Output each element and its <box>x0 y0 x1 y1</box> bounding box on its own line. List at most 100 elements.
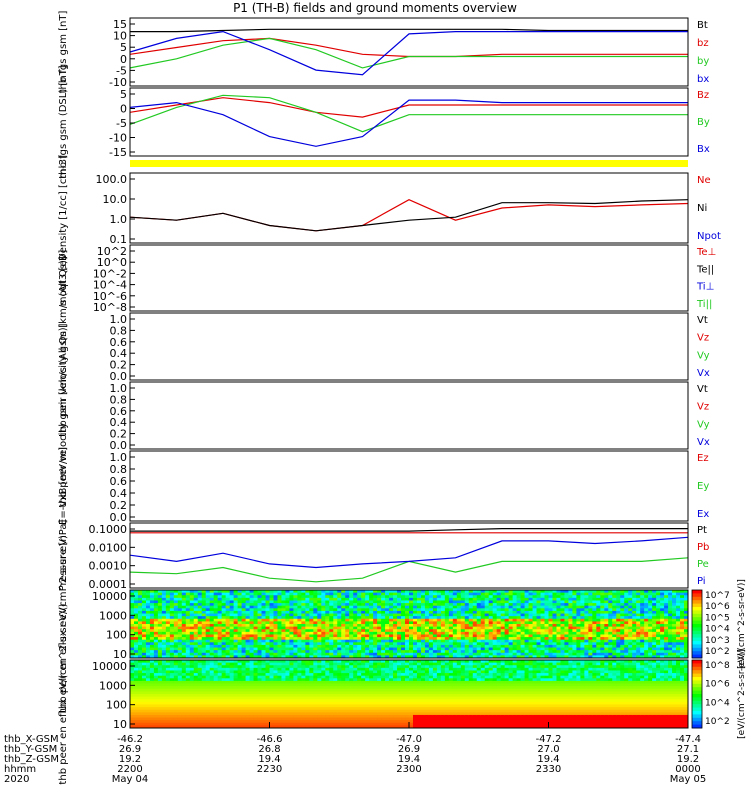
spectrogram-cell <box>381 603 386 607</box>
spectrogram-cell <box>237 673 243 677</box>
spectrogram-cell <box>520 655 526 659</box>
spectrogram-cell <box>253 642 259 646</box>
spectrogram-cell <box>169 673 175 677</box>
spectrogram-cell <box>600 624 605 628</box>
spectrogram-cell <box>325 600 330 604</box>
spectrogram-cell <box>389 610 394 615</box>
spectrogram-cell <box>313 644 318 649</box>
spectrogram-cell <box>508 652 514 656</box>
spectrogram-cell <box>480 652 486 656</box>
spectrogram-cell <box>193 590 199 594</box>
spectrogram-cell <box>201 720 207 724</box>
spectrogram-cell <box>592 629 597 633</box>
spectrogram-cell <box>349 637 354 641</box>
spectrogram-cell <box>452 652 458 656</box>
spectrogram-cell <box>141 629 147 633</box>
spectrogram-cell <box>373 637 378 641</box>
spectrogram-cell <box>233 637 239 641</box>
spectrogram-cell <box>444 592 450 596</box>
spectrogram-cell <box>257 662 263 666</box>
spectrogram-cell <box>472 634 478 638</box>
spectrogram-cell <box>612 655 617 659</box>
spectrogram-cell <box>568 634 573 638</box>
spectrogram-cell <box>237 592 243 596</box>
spectrogram-cell <box>157 701 163 705</box>
spectrogram-cell <box>169 621 175 625</box>
spectrogram-cell <box>592 597 597 601</box>
spectrogram-cell <box>273 655 278 659</box>
spectrogram-cell <box>389 644 394 649</box>
spectrogram-cell <box>540 600 546 604</box>
spectrogram-cell <box>217 673 223 677</box>
spectrogram-cell <box>480 629 486 633</box>
spectrogram-cell <box>297 613 302 617</box>
spectrogram-cell <box>305 686 310 690</box>
spectrogram-cell <box>313 629 318 633</box>
spectrogram-cell <box>584 616 589 620</box>
spectrogram-cell <box>552 629 557 633</box>
spectrogram-cell <box>177 639 183 643</box>
spectrogram-cell <box>229 712 235 716</box>
spectrogram-cell <box>149 650 155 654</box>
spectrogram-cell <box>472 637 478 641</box>
spectrogram-cell <box>596 626 601 630</box>
spectrogram-cell <box>249 631 255 635</box>
spectrogram-cell <box>153 683 159 687</box>
spectrogram-cell <box>257 655 263 659</box>
spectrogram-cell <box>428 642 434 646</box>
spectrogram-cell <box>177 655 183 659</box>
spectrogram-cell <box>169 717 175 721</box>
spectrogram-cell <box>161 655 167 659</box>
spectrogram-cell <box>321 621 326 625</box>
spectrogram-cell <box>345 590 350 594</box>
spectrogram-cell <box>273 603 278 607</box>
spectrogram-cell <box>616 608 621 612</box>
spectrogram-cell <box>652 650 657 654</box>
spectrogram-cell <box>389 631 394 635</box>
spectrogram-cell <box>181 613 187 617</box>
spectrogram-cell <box>500 603 506 607</box>
spectrogram-cell <box>213 686 219 690</box>
spectrogram-cell <box>297 652 302 656</box>
spectrogram-cell <box>600 655 605 659</box>
spectrogram-cell <box>285 717 290 721</box>
spectrogram-cell <box>265 720 270 724</box>
spectrogram-cell <box>309 608 314 612</box>
spectrogram-cell <box>213 652 219 656</box>
spectrogram-cell <box>297 642 302 646</box>
spectrogram-cell <box>644 592 649 596</box>
spectrogram-cell <box>464 644 470 649</box>
spectrogram-cell <box>528 650 534 654</box>
spectrogram-cell <box>161 631 167 635</box>
spectrogram-cell <box>153 670 159 674</box>
spectrogram-cell <box>185 600 191 604</box>
spectrogram-cell <box>317 597 322 601</box>
spectrogram-cell <box>161 670 167 674</box>
spectrogram-cell <box>488 610 494 615</box>
spectrogram-cell <box>444 644 450 649</box>
spectrogram-cell <box>560 621 565 625</box>
spectrogram-cell <box>213 610 219 615</box>
spectrogram-cell <box>173 712 179 716</box>
spectrogram-cell <box>269 704 274 708</box>
spectrogram-cell <box>201 629 207 633</box>
spectrogram-cell <box>201 603 207 607</box>
spectrogram-cell <box>201 699 207 703</box>
spectrogram-cell <box>181 634 187 638</box>
spectrogram-cell <box>233 694 239 698</box>
spectrogram-cell <box>141 605 147 609</box>
spectrogram-cell <box>269 634 274 638</box>
spectrogram-cell <box>209 642 215 646</box>
spectrogram-cell <box>269 678 274 682</box>
spectrogram-cell <box>652 608 657 612</box>
spectrogram-cell <box>460 639 466 643</box>
spectrogram-cell <box>412 639 418 643</box>
spectrogram-cell <box>193 618 199 622</box>
spectrogram-cell <box>341 590 346 594</box>
spectrogram-cell <box>201 660 207 664</box>
spectrogram-cell <box>185 673 191 677</box>
y-tick-label: -10 <box>109 132 127 145</box>
spectrogram-cell <box>289 637 294 641</box>
spectrogram-cell <box>612 637 617 641</box>
spectrogram-cell <box>393 631 398 635</box>
